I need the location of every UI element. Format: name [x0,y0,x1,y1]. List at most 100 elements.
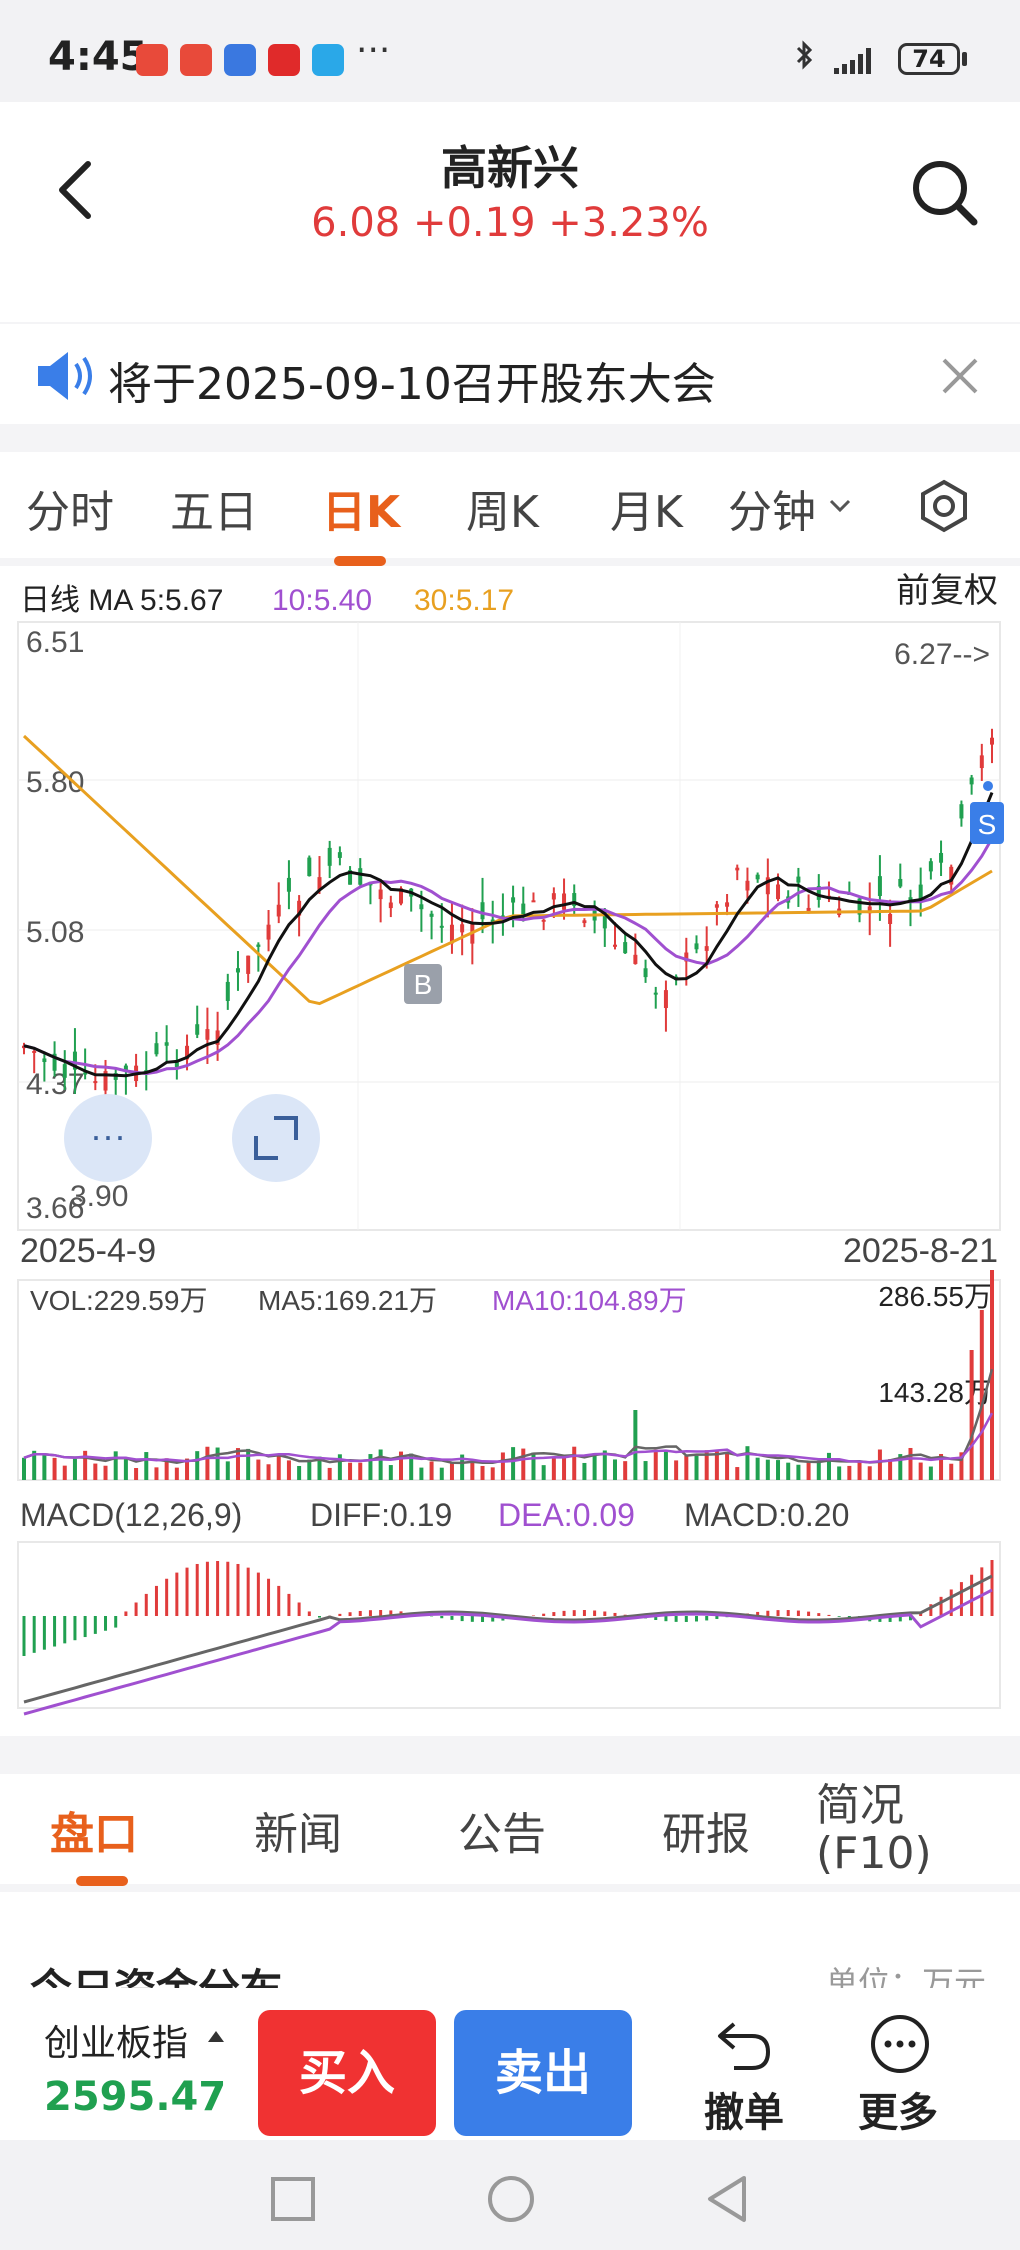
macd-bar [338,1613,342,1616]
index-name[interactable]: 创业板指 [44,2023,189,2064]
volume-bar [582,1462,587,1480]
candle-body [62,1064,67,1078]
app-notification-icon [224,44,256,76]
macd-bar [134,1602,138,1616]
y-tick: 6.51 [26,626,84,659]
macd-bar [63,1616,67,1644]
kline-chart[interactable]: 日线 MA 5:5.67 10:5.40 30:5.17 前复权 6.51 5.… [0,566,1020,1736]
candle-body [225,981,230,1001]
fullscreen-button[interactable] [232,1094,320,1182]
kline-frame [17,621,1001,1231]
volume-bar [266,1464,271,1480]
volume-bar [42,1454,47,1480]
macd-frame [17,1541,1001,1709]
tab-weekly-k[interactable]: 周K [466,487,539,538]
tab-order-book[interactable]: 盘口 [50,1809,138,1860]
volume-bar [990,1270,994,1480]
macd-bar [195,1563,199,1616]
candle-body [694,943,699,950]
settings-icon[interactable] [916,478,972,534]
volume-frame [17,1279,1001,1481]
macd-bar [267,1578,271,1616]
buy-marker[interactable] [404,964,442,1004]
adjust-mode-label[interactable]: 前复权 [896,572,998,610]
macd-bar [348,1612,352,1616]
candle-body [521,903,526,918]
candle-body [174,1060,179,1068]
macd-bar [552,1612,556,1616]
volume-bar [286,1460,291,1480]
more-label[interactable]: 更多 [858,2090,938,2136]
macd-diff: DIFF:0.19 [310,1497,452,1533]
candle-body [928,861,933,872]
volume-bar [174,1467,179,1480]
macd-bar [246,1567,250,1616]
macd-bar [715,1616,719,1619]
stock-name: 高新兴 [441,141,579,195]
undo-icon[interactable] [714,2016,774,2072]
back-icon[interactable] [704,2174,750,2224]
notice-banner[interactable]: 将于2025-09-10召开股东大会 [0,324,1020,424]
volume-bar [969,1350,974,1480]
more-notifications-icon: ··· [356,30,391,71]
macd-bar [959,1582,963,1616]
more-options-button[interactable] [64,1094,152,1182]
macd-bar [695,1616,699,1622]
volume-bar [653,1449,658,1480]
sell-marker[interactable] [970,802,1004,844]
candle-body [317,877,322,891]
sell-button[interactable]: 卖出 [454,2010,632,2136]
candle-body [358,868,363,885]
volume-bar [745,1446,750,1480]
candle-body [551,893,556,900]
volume-bar [449,1463,454,1480]
macd-bar [481,1616,485,1622]
volume-bar [918,1462,923,1480]
y-tick: 5.08 [26,916,84,949]
candle-body [714,904,719,908]
trade-bar: 创业板指 2595.47 买入 卖出 撤单 更多 [0,1988,1020,2140]
home-icon[interactable] [486,2174,536,2224]
candle-body [612,944,617,947]
tab-five-day[interactable]: 五日 [170,487,258,538]
cancel-order-label[interactable]: 撤单 [704,2090,784,2136]
more-icon[interactable] [868,2012,932,2076]
candle-body [103,1071,108,1091]
macd-bar [582,1610,586,1616]
candle-body [348,870,353,885]
volume-bar [429,1461,434,1480]
macd-bars [22,1560,994,1656]
tab-monthly-k[interactable]: 月K [610,487,683,538]
volume-bar [388,1465,393,1480]
candle-body [898,878,903,887]
tab-announcements[interactable]: 公告 [458,1809,546,1860]
macd-bar [786,1610,790,1616]
volume-bar [765,1459,770,1480]
volume-bar [378,1449,383,1480]
tab-intraday[interactable]: 分时 [26,487,114,538]
volume-bar [663,1451,668,1480]
search-icon[interactable] [910,158,980,228]
macd-bar [827,1614,831,1616]
macd-bar [949,1589,953,1616]
candle-body [123,1065,128,1072]
kline-chart-panel[interactable]: 日线 MA 5:5.67 10:5.40 30:5.17 前复权 6.51 5.… [0,566,1020,1736]
recent-apps-icon[interactable] [270,2176,316,2222]
macd-bar [73,1616,77,1641]
candle-body [572,893,577,906]
volume-bar [684,1455,689,1480]
tab-news[interactable]: 新闻 [254,1809,342,1860]
tab-f10[interactable]: 简况(F10) [816,1782,932,1878]
volume-bar [898,1454,903,1480]
tab-minute[interactable]: 分钟 [728,487,816,538]
candle-body [449,924,454,944]
candle-body [205,1029,210,1040]
back-arrow-icon[interactable] [52,158,96,222]
macd-bar [277,1585,281,1616]
candle-body [266,924,271,940]
tab-daily-k[interactable]: 日K [322,487,401,538]
close-icon[interactable] [940,356,980,396]
tab-research[interactable]: 研报 [662,1809,750,1860]
buy-button[interactable]: 买入 [258,2010,436,2136]
macd-bar [450,1616,454,1620]
